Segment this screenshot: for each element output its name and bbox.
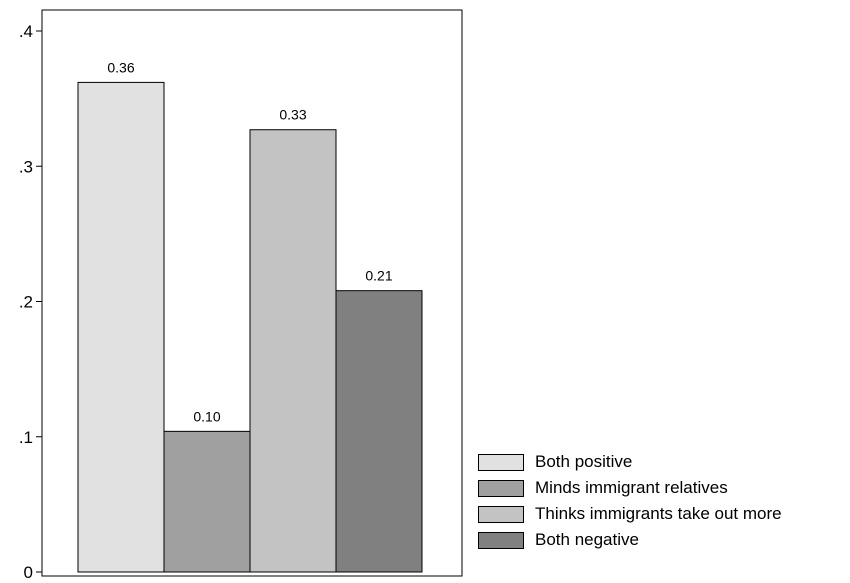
y-tick-label: .3 (19, 157, 33, 176)
plot-frame (41, 9, 463, 577)
data-label: 0.10 (193, 408, 220, 424)
bar (249, 129, 337, 573)
legend-item: Both negative (478, 527, 782, 553)
plot-area: 0 .1 .2 .3 .4 0.36 0.10 0.33 0.21 (19, 9, 463, 582)
y-tick-label: .4 (19, 22, 33, 41)
legend-swatch-thinks-immigrants-take-out-more (478, 505, 524, 523)
legend-item: Thinks immigrants take out more (478, 501, 782, 527)
legend-swatch-minds-immigrant-relatives (478, 479, 524, 497)
legend-item: Both positive (478, 449, 782, 475)
bar (335, 290, 423, 573)
data-label: 0.21 (365, 268, 392, 284)
data-label: 0.33 (279, 107, 306, 123)
y-tick-label: .2 (19, 293, 33, 312)
legend: Both positive Minds immigrant relatives … (478, 449, 782, 553)
y-tick-label: 0 (24, 563, 33, 582)
legend-swatch-both-negative (478, 531, 524, 549)
y-tick-label: .1 (19, 428, 33, 447)
legend-swatch-both-positive (478, 453, 524, 471)
data-label: 0.36 (107, 59, 134, 75)
legend-label: Minds immigrant relatives (535, 478, 728, 497)
bar (163, 430, 251, 573)
legend-label: Thinks immigrants take out more (535, 504, 782, 523)
legend-item: Minds immigrant relatives (478, 475, 782, 501)
legend-label: Both negative (535, 530, 639, 549)
legend-label: Both positive (535, 452, 633, 471)
bar (77, 81, 165, 573)
